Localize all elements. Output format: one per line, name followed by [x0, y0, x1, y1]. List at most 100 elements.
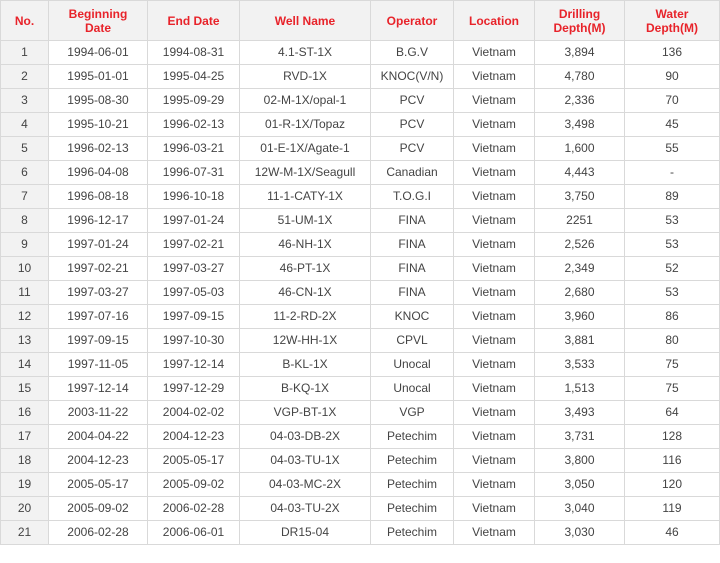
cell-beginning-date: 1995-10-21 — [48, 112, 148, 137]
cell-beginning-date: 1996-04-08 — [48, 160, 148, 185]
cell-no: 20 — [0, 496, 49, 521]
cell-end-date: 2006-02-28 — [147, 496, 240, 521]
cell-well-name: 02-M-1X/opal-1 — [239, 88, 371, 113]
cell-no: 16 — [0, 400, 49, 425]
cell-no: 13 — [0, 328, 49, 353]
cell-beginning-date: 1997-12-14 — [48, 376, 148, 401]
cell-drilling-depth: 4,443 — [534, 160, 625, 185]
cell-beginning-date: 1996-08-18 — [48, 184, 148, 209]
cell-no: 6 — [0, 160, 49, 185]
cell-well-name: DR15-04 — [239, 520, 371, 545]
cell-water-depth: 55 — [624, 136, 720, 161]
cell-end-date: 1995-04-25 — [147, 64, 240, 89]
cell-drilling-depth: 3,894 — [534, 40, 625, 65]
cell-operator: Petechim — [370, 520, 454, 545]
cell-well-name: 04-03-TU-1X — [239, 448, 371, 473]
table-row: 1 1994-06-01 1994-08-31 4.1-ST-1X B.G.V Vietn… — [0, 40, 720, 65]
cell-operator: T.O.G.I — [370, 184, 454, 209]
cell-end-date: 2005-05-17 — [147, 448, 240, 473]
cell-well-name: 46-NH-1X — [239, 232, 371, 257]
cell-beginning-date: 1997-11-05 — [48, 352, 148, 377]
header-well-name: Well Name — [239, 0, 371, 41]
cell-beginning-date: 1997-01-24 — [48, 232, 148, 257]
cell-drilling-depth: 4,780 — [534, 64, 625, 89]
cell-location: Vietnam — [453, 424, 535, 449]
cell-beginning-date: 1994-06-01 — [48, 40, 148, 65]
cell-end-date: 2004-12-23 — [147, 424, 240, 449]
table-row: 14 1997-11-05 1997-12-14 B-KL-1X Unocal Vietn… — [0, 352, 720, 377]
cell-end-date: 1996-02-13 — [147, 112, 240, 137]
cell-no: 21 — [0, 520, 49, 545]
table-row: 2 1995-01-01 1995-04-25 RVD-1X KNOC(V/N) Viet… — [0, 64, 720, 89]
cell-location: Vietnam — [453, 208, 535, 233]
cell-well-name: B-KL-1X — [239, 352, 371, 377]
table-row: 6 1996-04-08 1996-07-31 12W-M-1X/Seagull Can… — [0, 160, 720, 185]
cell-drilling-depth: 1,513 — [534, 376, 625, 401]
cell-location: Vietnam — [453, 520, 535, 545]
cell-end-date: 1996-03-21 — [147, 136, 240, 161]
cell-drilling-depth: 3,533 — [534, 352, 625, 377]
cell-water-depth: 70 — [624, 88, 720, 113]
cell-end-date: 1997-09-15 — [147, 304, 240, 329]
cell-water-depth: 116 — [624, 448, 720, 473]
table-row: 7 1996-08-18 1996-10-18 11-1-CATY-1X T.O.G.I… — [0, 184, 720, 209]
cell-drilling-depth: 3,731 — [534, 424, 625, 449]
cell-drilling-depth: 3,498 — [534, 112, 625, 137]
cell-drilling-depth: 2,526 — [534, 232, 625, 257]
cell-drilling-depth: 3,800 — [534, 448, 625, 473]
cell-beginning-date: 1996-02-13 — [48, 136, 148, 161]
cell-operator: B.G.V — [370, 40, 454, 65]
cell-beginning-date: 1995-01-01 — [48, 64, 148, 89]
table-row: 12 1997-07-16 1997-09-15 11-2-RD-2X KNOC Viet… — [0, 304, 720, 329]
table-header: No. Beginning Date End Date Well Name Ope… — [0, 0, 720, 41]
cell-well-name: 04-03-MC-2X — [239, 472, 371, 497]
cell-water-depth: 119 — [624, 496, 720, 521]
cell-drilling-depth: 3,030 — [534, 520, 625, 545]
cell-drilling-depth: 3,040 — [534, 496, 625, 521]
cell-water-depth: 80 — [624, 328, 720, 353]
cell-location: Vietnam — [453, 472, 535, 497]
cell-end-date: 2004-02-02 — [147, 400, 240, 425]
cell-no: 8 — [0, 208, 49, 233]
cell-location: Vietnam — [453, 88, 535, 113]
cell-end-date: 1996-07-31 — [147, 160, 240, 185]
cell-well-name: 11-1-CATY-1X — [239, 184, 371, 209]
cell-location: Vietnam — [453, 280, 535, 305]
cell-drilling-depth: 3,050 — [534, 472, 625, 497]
cell-operator: Petechim — [370, 448, 454, 473]
table-row: 21 2006-02-28 2006-06-01 DR15-04 Petechim Vie… — [0, 520, 720, 545]
cell-beginning-date: 1996-12-17 — [48, 208, 148, 233]
cell-water-depth: 75 — [624, 376, 720, 401]
cell-operator: FINA — [370, 232, 454, 257]
cell-drilling-depth: 2,349 — [534, 256, 625, 281]
cell-end-date: 1997-05-03 — [147, 280, 240, 305]
well-drilling-table: No. Beginning Date End Date Well Name Ope… — [0, 0, 720, 545]
cell-location: Vietnam — [453, 112, 535, 137]
cell-location: Vietnam — [453, 304, 535, 329]
cell-location: Vietnam — [453, 184, 535, 209]
table-row: 17 2004-04-22 2004-12-23 04-03-DB-2X Petechi… — [0, 424, 720, 449]
cell-no: 9 — [0, 232, 49, 257]
cell-operator: FINA — [370, 256, 454, 281]
cell-no: 10 — [0, 256, 49, 281]
cell-water-depth: 90 — [624, 64, 720, 89]
cell-operator: Canadian — [370, 160, 454, 185]
cell-end-date: 1997-03-27 — [147, 256, 240, 281]
cell-well-name: 12W-HH-1X — [239, 328, 371, 353]
cell-operator: Unocal — [370, 352, 454, 377]
cell-well-name: 04-03-TU-2X — [239, 496, 371, 521]
cell-water-depth: 120 — [624, 472, 720, 497]
cell-operator: Petechim — [370, 496, 454, 521]
cell-operator: KNOC(V/N) — [370, 64, 454, 89]
cell-location: Vietnam — [453, 256, 535, 281]
cell-end-date: 1995-09-29 — [147, 88, 240, 113]
table-row: 8 1996-12-17 1997-01-24 51-UM-1X FINA Vietnam… — [0, 208, 720, 233]
cell-beginning-date: 1995-08-30 — [48, 88, 148, 113]
cell-end-date: 1997-12-29 — [147, 376, 240, 401]
header-operator: Operator — [370, 0, 454, 41]
cell-location: Vietnam — [453, 448, 535, 473]
cell-end-date: 1997-10-30 — [147, 328, 240, 353]
cell-drilling-depth: 2,680 — [534, 280, 625, 305]
cell-operator: VGP — [370, 400, 454, 425]
cell-operator: FINA — [370, 208, 454, 233]
